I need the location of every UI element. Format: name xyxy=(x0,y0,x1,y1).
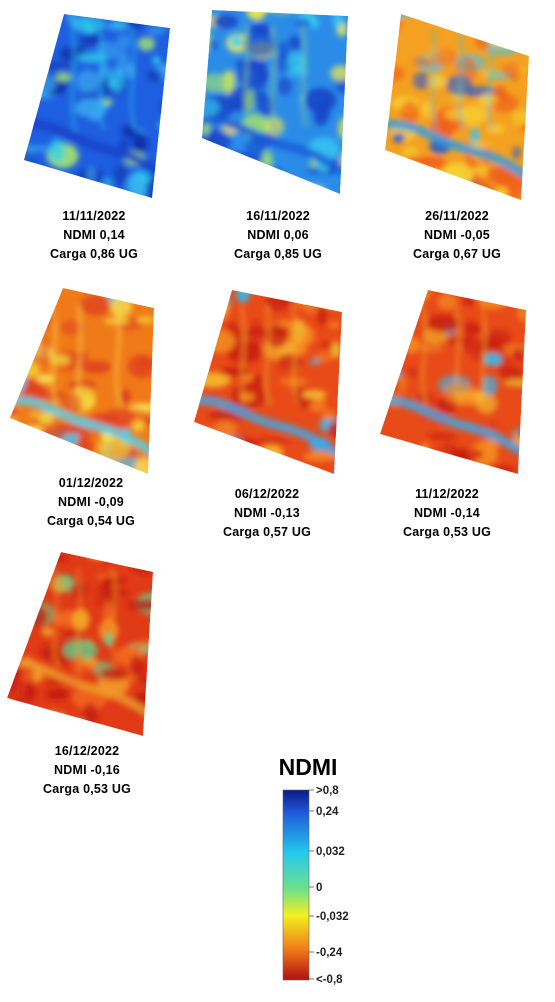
ndmi-map-7 xyxy=(5,548,155,738)
caption-date: 11/11/2022 xyxy=(62,209,126,223)
ndmi-map-4 xyxy=(8,286,158,476)
ndmi-map-5 xyxy=(192,286,342,476)
caption-ndmi: NDMI -0,09 xyxy=(58,495,124,509)
legend-tick-label: 0,24 xyxy=(316,806,339,818)
caption-map-1: 11/11/2022 NDMI 0,14 Carga 0,86 UG xyxy=(19,207,169,264)
ndmi-map-6 xyxy=(378,286,528,476)
caption-carga: Carga 0,85 UG xyxy=(233,247,323,261)
legend-tick-label: 0,032 xyxy=(316,846,345,858)
caption-date: 11/12/2022 xyxy=(415,487,479,501)
caption-date: 16/12/2022 xyxy=(54,744,120,758)
caption-map-7: 16/12/2022 NDMI -0,16 Carga 0,53 UG xyxy=(12,742,162,799)
ndmi-map-1 xyxy=(22,10,172,200)
caption-carga: Carga 0,54 UG xyxy=(46,514,136,528)
caption-date: 26/11/2022 xyxy=(425,209,489,223)
caption-map-5: 06/12/2022 NDMI -0,13 Carga 0,57 UG xyxy=(192,485,342,542)
legend-title: NDMI xyxy=(278,754,338,780)
legend-tick-label: <-0,8 xyxy=(316,974,343,986)
caption-date: 16/11/2022 xyxy=(246,209,310,223)
legend-tick-label: >0,8 xyxy=(316,785,339,797)
caption-carga: Carga 0,53 UG xyxy=(42,782,132,796)
caption-carga: Carga 0,57 UG xyxy=(222,525,312,539)
caption-map-2: 16/11/2022 NDMI 0,06 Carga 0,85 UG xyxy=(203,207,353,264)
caption-map-4: 01/12/2022 NDMI -0,09 Carga 0,54 UG xyxy=(16,474,166,531)
legend-tick-label: 0 xyxy=(316,882,322,894)
caption-carga: Carga 0,86 UG xyxy=(49,247,139,261)
legend-gradient-bar xyxy=(282,789,310,981)
caption-carga: Carga 0,67 UG xyxy=(412,247,502,261)
caption-map-3: 26/11/2022 NDMI -0,05 Carga 0,67 UG xyxy=(382,207,532,264)
caption-date: 01/12/2022 xyxy=(58,476,124,490)
caption-ndmi: NDMI 0,06 xyxy=(247,228,309,242)
ndmi-map-2 xyxy=(200,6,350,196)
caption-ndmi: NDMI -0,16 xyxy=(54,763,120,777)
caption-ndmi: NDMI -0,05 xyxy=(424,228,490,242)
caption-ndmi: NDMI -0,13 xyxy=(234,506,300,520)
caption-ndmi: NDMI -0,14 xyxy=(414,506,480,520)
legend-tick-label: -0,032 xyxy=(316,911,349,923)
caption-map-6: 11/12/2022 NDMI -0,14 Carga 0,53 UG xyxy=(372,485,522,542)
caption-date: 06/12/2022 xyxy=(234,487,300,501)
legend-tick-label: -0,24 xyxy=(316,947,343,959)
ndmi-color-legend: >0,8 0,24 0,032 0 -0,032 -0,24 <-0,8 xyxy=(282,785,349,986)
ndmi-map-3 xyxy=(383,10,533,200)
caption-ndmi: NDMI 0,14 xyxy=(63,228,125,242)
caption-carga: Carga 0,53 UG xyxy=(402,525,492,539)
